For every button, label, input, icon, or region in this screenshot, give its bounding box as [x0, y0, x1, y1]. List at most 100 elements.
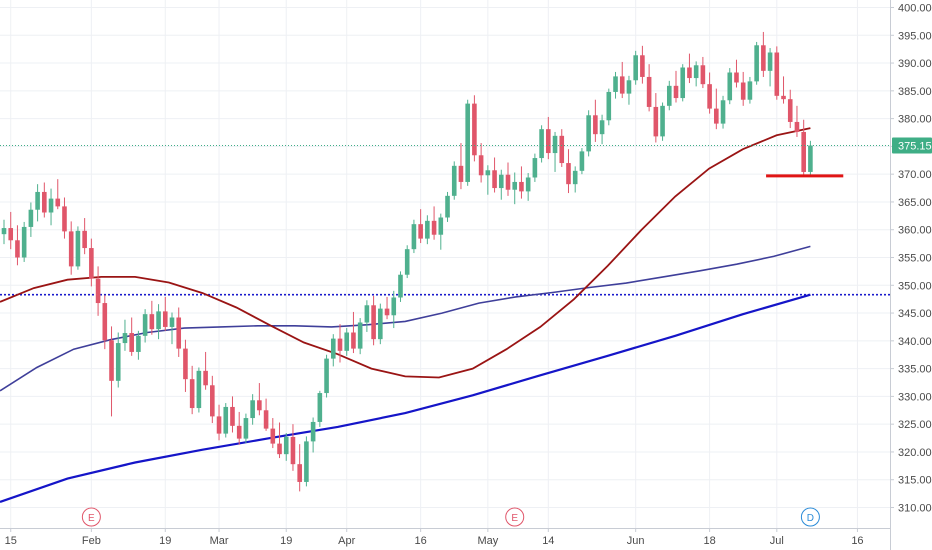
candle [425, 215, 430, 245]
candle-body [761, 45, 766, 71]
candle [465, 99, 470, 186]
candle-body [532, 158, 538, 178]
candle [283, 433, 289, 461]
price-tick-label: 360.00 [898, 225, 932, 237]
candle-body [324, 358, 329, 394]
candle [747, 76, 753, 104]
candle [714, 88, 719, 130]
candle-body [357, 322, 363, 349]
candle [75, 226, 81, 270]
candle [176, 307, 182, 357]
candle-body [619, 76, 625, 94]
candle [216, 404, 222, 441]
candle-body [290, 436, 296, 465]
time-tick-label: 19 [159, 535, 171, 547]
price-tick-label: 370.00 [898, 169, 932, 181]
candle-body [337, 338, 343, 351]
candle [243, 413, 249, 444]
event-marker[interactable]: D [800, 507, 820, 527]
event-marker[interactable]: E [81, 507, 101, 527]
event-marker-circle [800, 507, 820, 527]
candle-body [767, 52, 773, 71]
candle-body [317, 393, 323, 422]
time-tick-label: Mar [210, 535, 229, 547]
price-axis: 310.00 315.00 320.00 325.00 330.00 335.00 340.… [890, 0, 932, 550]
candle-body [142, 314, 148, 336]
price-tick-label: 345.00 [898, 308, 932, 320]
time-axis: 15 Feb 19 Mar 19 Apr 16 May 14 Jun 18 Jul 16 [0, 528, 890, 547]
candle-body [263, 410, 269, 429]
candle-body [196, 370, 202, 409]
candle [330, 334, 336, 367]
candle [492, 157, 497, 193]
candle [498, 169, 504, 200]
candle-body [754, 45, 759, 82]
candle-body [586, 115, 591, 152]
candle-body [216, 416, 222, 434]
candle [727, 68, 733, 105]
candle-body [451, 165, 457, 196]
candle-body [257, 400, 262, 411]
candle-body [15, 240, 20, 258]
candle [512, 172, 518, 205]
candle [35, 184, 40, 222]
candle-body [122, 333, 128, 344]
candle [324, 354, 329, 398]
event-marker-label: E [88, 513, 95, 524]
candle-body [438, 217, 444, 235]
time-tick-label: Jun [627, 535, 645, 547]
candle [599, 114, 605, 145]
candle [351, 311, 356, 354]
candle-body [720, 100, 726, 124]
candle [304, 436, 309, 487]
candle-body [492, 170, 497, 189]
candle-body [42, 191, 47, 213]
event-marker-label: E [511, 513, 518, 524]
candle [472, 95, 477, 162]
candle [572, 166, 578, 193]
moving-average-fast [0, 127, 811, 379]
candle [142, 309, 148, 343]
candle-body [95, 278, 101, 304]
candle [438, 213, 444, 250]
candle [115, 332, 121, 388]
candle-body [75, 230, 81, 267]
candle-body [734, 72, 739, 83]
candle-body [183, 348, 188, 380]
candle-body [653, 106, 659, 137]
candle [257, 383, 262, 416]
candle-body [626, 80, 632, 94]
price-tick-label: 395.00 [898, 30, 932, 42]
candle [1, 219, 7, 245]
candle-body [310, 421, 316, 442]
candle [411, 219, 417, 254]
price-tick-label: 340.00 [898, 336, 932, 348]
candle-body [808, 145, 813, 172]
moving-average-mid [0, 245, 811, 392]
candle-body [82, 230, 87, 249]
candle-body [478, 155, 484, 176]
price-tick-label: 390.00 [898, 58, 932, 70]
candle [660, 102, 665, 141]
candle [418, 209, 423, 244]
candle [48, 188, 54, 226]
candle-body [371, 305, 376, 340]
candle-body [28, 209, 34, 227]
candle [277, 422, 282, 459]
candle-body [351, 332, 356, 349]
candle-body [485, 170, 491, 176]
candle-body [552, 135, 558, 154]
candle [109, 326, 114, 417]
candle [754, 41, 759, 85]
candle [310, 417, 316, 453]
candle [774, 46, 780, 100]
candle-body [243, 418, 249, 439]
candle [458, 143, 464, 190]
price-tick-label: 325.00 [898, 419, 932, 431]
candle [68, 221, 74, 275]
candle-body [62, 206, 67, 232]
candle-body [505, 174, 511, 190]
event-marker[interactable]: E [505, 507, 525, 527]
candle [525, 173, 531, 201]
